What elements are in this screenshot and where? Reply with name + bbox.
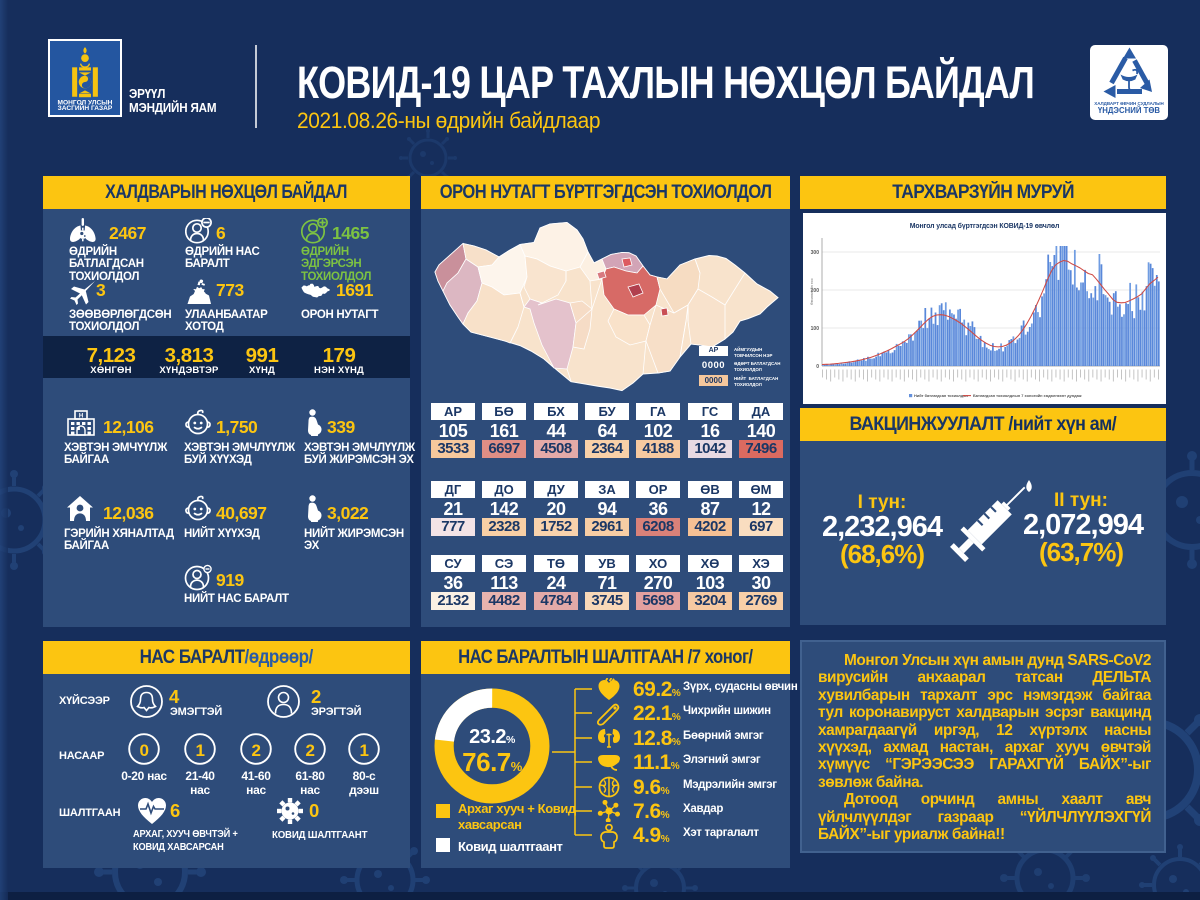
- svg-text:МОНГОЛ УЛСЫН: МОНГОЛ УЛСЫН: [58, 100, 113, 107]
- svg-text:0: 0: [816, 364, 819, 370]
- svg-text:Батлагдсан тохиолдлын 7 хоноги: Батлагдсан тохиолдлын 7 хоногийн хөдөлгө…: [973, 393, 1082, 398]
- svg-text:Нийт батлагдсан тохиолдол: Нийт батлагдсан тохиолдол: [914, 393, 969, 398]
- svg-text:100: 100: [811, 326, 820, 332]
- svg-text:Н: Н: [79, 414, 83, 420]
- svg-text:300: 300: [811, 250, 820, 256]
- svg-text:ҮНДЭСНИЙ ТӨВ: ҮНДЭСНИЙ ТӨВ: [1098, 106, 1161, 115]
- svg-text:Өвчлөлийн тоо: Өвчлөлийн тоо: [810, 278, 814, 305]
- svg-text:ХАЛДВАРТ ӨВЧИН СУДЛАЛЫН: ХАЛДВАРТ ӨВЧИН СУДЛАЛЫН: [1094, 101, 1164, 106]
- svg-text:200: 200: [811, 288, 820, 294]
